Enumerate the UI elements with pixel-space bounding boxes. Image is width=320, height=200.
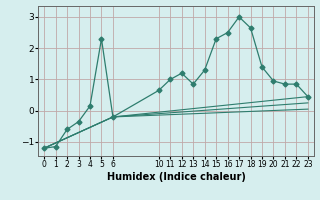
X-axis label: Humidex (Indice chaleur): Humidex (Indice chaleur) — [107, 172, 245, 182]
